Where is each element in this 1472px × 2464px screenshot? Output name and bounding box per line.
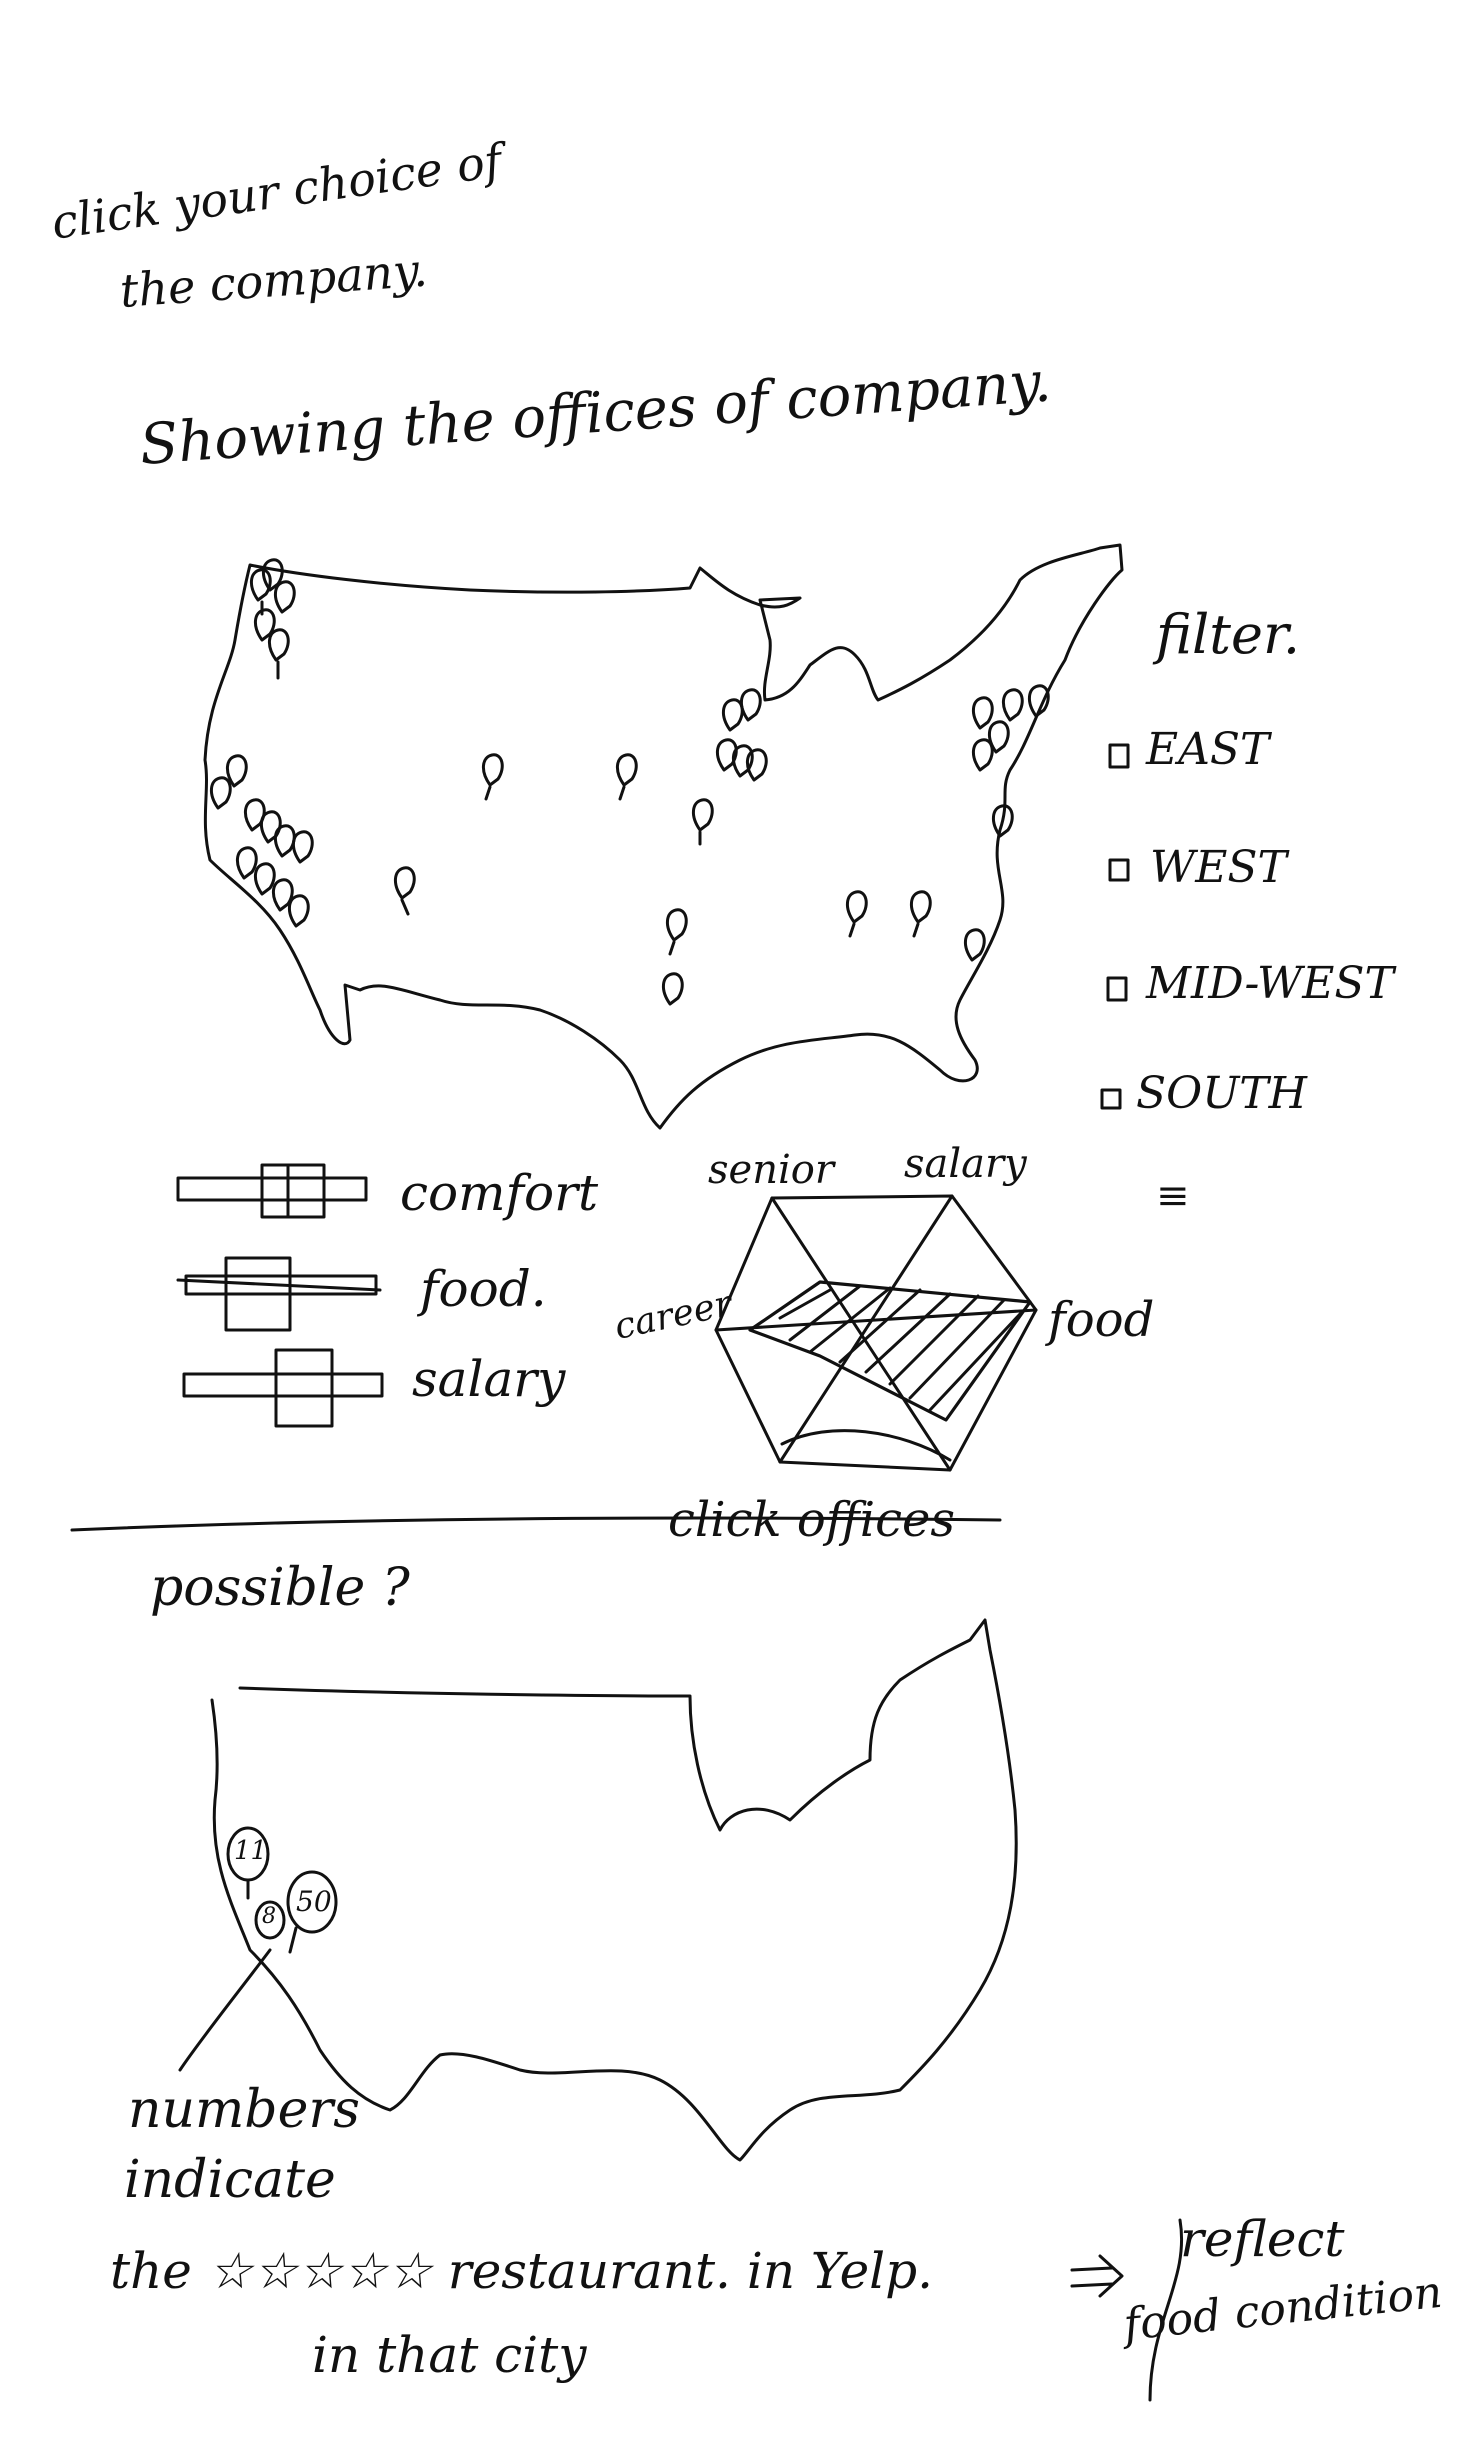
filter-checkbox-south[interactable] xyxy=(1100,1088,1122,1110)
boxplot-salary[interactable] xyxy=(182,1348,384,1428)
brace-line xyxy=(1148,2218,1184,2402)
filter-title: filter. xyxy=(1156,603,1300,666)
radar-label-senior: senior xyxy=(708,1147,834,1193)
boxplot-food[interactable] xyxy=(176,1256,382,1332)
filter-option-east[interactable]: EAST xyxy=(1146,724,1270,775)
filter-option-midwest[interactable]: MID-WEST xyxy=(1146,958,1394,1009)
filter-checkbox-west[interactable] xyxy=(1108,858,1130,882)
reflect-line-1: reflect xyxy=(1180,2210,1345,2268)
office-pins-top[interactable] xyxy=(210,558,1050,1006)
note-line-4: in that city xyxy=(312,2326,587,2384)
filter-more-icon[interactable]: ≡ xyxy=(1156,1173,1190,1219)
filter-option-south[interactable]: SOUTH xyxy=(1136,1068,1308,1119)
possible-question: possible ? xyxy=(150,1558,410,1618)
filter-option-west[interactable]: WEST xyxy=(1150,842,1287,893)
note-line-2: indicate xyxy=(124,2150,336,2210)
us-map-outline-bottom xyxy=(210,1618,1018,2162)
radar-caption: click offices xyxy=(668,1492,955,1548)
restaurant-count-pins[interactable] xyxy=(226,1826,338,1954)
legend-label-food: food. xyxy=(420,1260,547,1318)
boxplot-comfort[interactable] xyxy=(176,1163,368,1219)
radar-label-food: food xyxy=(1048,1292,1155,1348)
pin-value-1: 11 xyxy=(234,1836,268,1866)
annotation-pointer-line xyxy=(178,1948,272,2072)
implies-arrow xyxy=(1070,2254,1124,2298)
filter-checkbox-midwest[interactable] xyxy=(1106,976,1128,1002)
legend-label-salary: salary xyxy=(412,1350,566,1408)
note-line-1: numbers xyxy=(128,2080,360,2140)
radar-label-salary: salary xyxy=(904,1141,1027,1187)
us-map-outline-top xyxy=(203,543,1124,1130)
pin-value-3: 50 xyxy=(296,1885,332,1918)
note-line-3: the ☆☆☆☆☆ restaurant. in Yelp. xyxy=(110,2242,934,2300)
pin-value-2: 8 xyxy=(262,1904,276,1929)
filter-checkbox-east[interactable] xyxy=(1108,743,1130,769)
legend-label-comfort: comfort xyxy=(400,1164,599,1222)
radar-chart[interactable] xyxy=(714,1194,1038,1472)
section-divider xyxy=(70,1516,1002,1532)
